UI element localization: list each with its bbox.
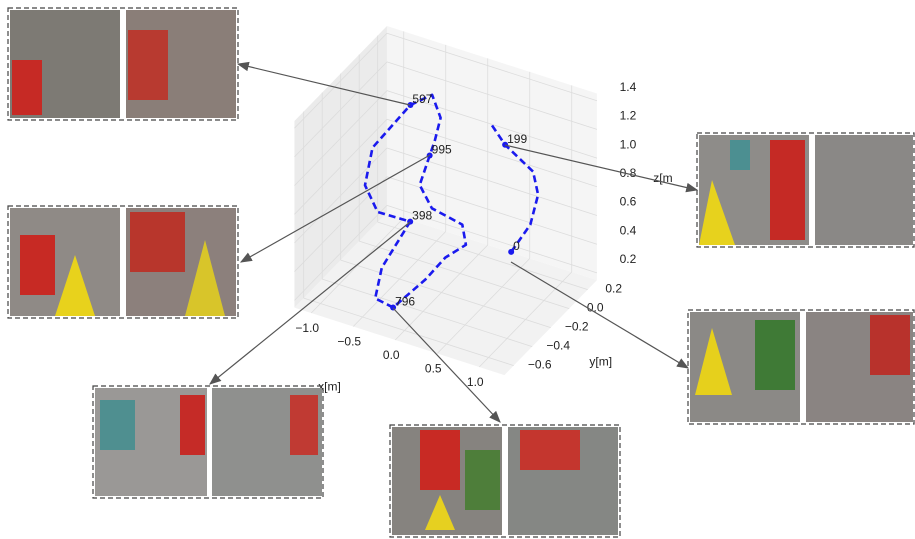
grid-line — [294, 90, 388, 186]
y-tick-label: 0.2 — [605, 282, 622, 296]
z-tick-label: 0.4 — [620, 223, 637, 237]
x-axis-label: x[m] — [318, 379, 341, 393]
photo-detail — [290, 395, 318, 455]
keyframe-marker — [407, 101, 414, 108]
frame — [7, 7, 239, 121]
x-tick-label: 1.0 — [467, 375, 484, 389]
grid-line — [386, 118, 598, 188]
arrow — [236, 61, 411, 106]
image-pair — [696, 132, 915, 248]
photo-detail — [870, 315, 910, 375]
photo-detail — [128, 30, 168, 100]
grid-line — [294, 147, 388, 244]
image-pair — [92, 385, 324, 499]
frame — [696, 132, 915, 248]
grid-line — [294, 61, 388, 158]
z-tick-label: 0.6 — [620, 195, 637, 209]
z-tick-label: 0.2 — [620, 252, 637, 266]
keyframe-marker — [508, 248, 515, 255]
keyframe-label: 199 — [507, 132, 527, 146]
grid-line — [322, 278, 533, 347]
photo-detail — [185, 240, 225, 316]
grid-line — [386, 61, 598, 130]
photo-detail — [20, 235, 55, 295]
photo — [815, 135, 913, 245]
arrow — [209, 221, 411, 385]
x-tick-label: −1.0 — [295, 321, 319, 335]
y-tick-label: −0.4 — [546, 339, 570, 353]
trajectory — [363, 93, 540, 309]
photo-detail — [180, 395, 205, 455]
frame — [687, 309, 915, 425]
z-tick-label: 1.4 — [620, 80, 637, 94]
grid-line — [340, 259, 551, 328]
photo-detail — [755, 320, 795, 390]
photo-detail — [730, 140, 750, 170]
y-tick-label: −0.2 — [565, 320, 589, 334]
photo-detail — [425, 495, 455, 530]
arrow — [239, 154, 431, 263]
photo-detail — [699, 180, 735, 245]
grid-line — [377, 221, 588, 290]
grid-line — [294, 205, 388, 301]
grid-line — [294, 32, 388, 129]
z-tick-label: 1.0 — [620, 137, 637, 151]
x-tick-label: −0.5 — [337, 335, 361, 349]
x-tick-label: 0.5 — [425, 362, 442, 376]
arrow — [392, 307, 501, 423]
image-pair — [389, 424, 621, 538]
grid-line — [303, 297, 514, 366]
arrows — [209, 61, 699, 423]
grid-line — [359, 240, 570, 309]
photo-detail — [100, 400, 135, 450]
photo-detail — [12, 60, 42, 115]
frame — [389, 424, 621, 538]
photo-detail — [465, 450, 500, 510]
keyframe-label: 597 — [412, 92, 432, 106]
z-tick-label: 0.8 — [620, 166, 637, 180]
plot-3d: −1.0−0.50.00.51.00.20.0−0.2−0.4−0.60.20.… — [294, 26, 673, 393]
image-panels — [7, 7, 915, 538]
grid-line — [294, 176, 388, 272]
frame — [92, 385, 324, 499]
z-tick-label: 1.2 — [620, 109, 637, 123]
grid-line — [386, 205, 598, 274]
photo-detail — [770, 140, 805, 240]
y-tick-label: −0.6 — [528, 358, 552, 372]
frame — [7, 205, 239, 319]
grid-line — [294, 119, 388, 215]
grid-line — [386, 32, 598, 102]
keyframe-label: 796 — [395, 295, 415, 309]
photo-detail — [520, 430, 580, 470]
image-pair — [7, 7, 239, 121]
photo-detail — [55, 255, 95, 316]
photo-detail — [130, 212, 185, 272]
z-axis-label: z[m — [653, 171, 672, 185]
image-pair — [7, 205, 239, 319]
arrow — [504, 144, 699, 193]
arrow — [510, 261, 690, 369]
photo-detail — [420, 430, 460, 490]
keyframe-label: 995 — [432, 143, 452, 157]
keyframe-label: 0 — [513, 239, 520, 253]
photo-detail — [695, 328, 732, 395]
x-tick-label: 0.0 — [383, 348, 400, 362]
grid-line — [386, 90, 598, 159]
y-axis-label: y[m] — [589, 355, 612, 369]
y-tick-label: 0.0 — [587, 301, 604, 315]
keyframe-label: 398 — [412, 209, 432, 223]
image-pair — [687, 309, 915, 425]
